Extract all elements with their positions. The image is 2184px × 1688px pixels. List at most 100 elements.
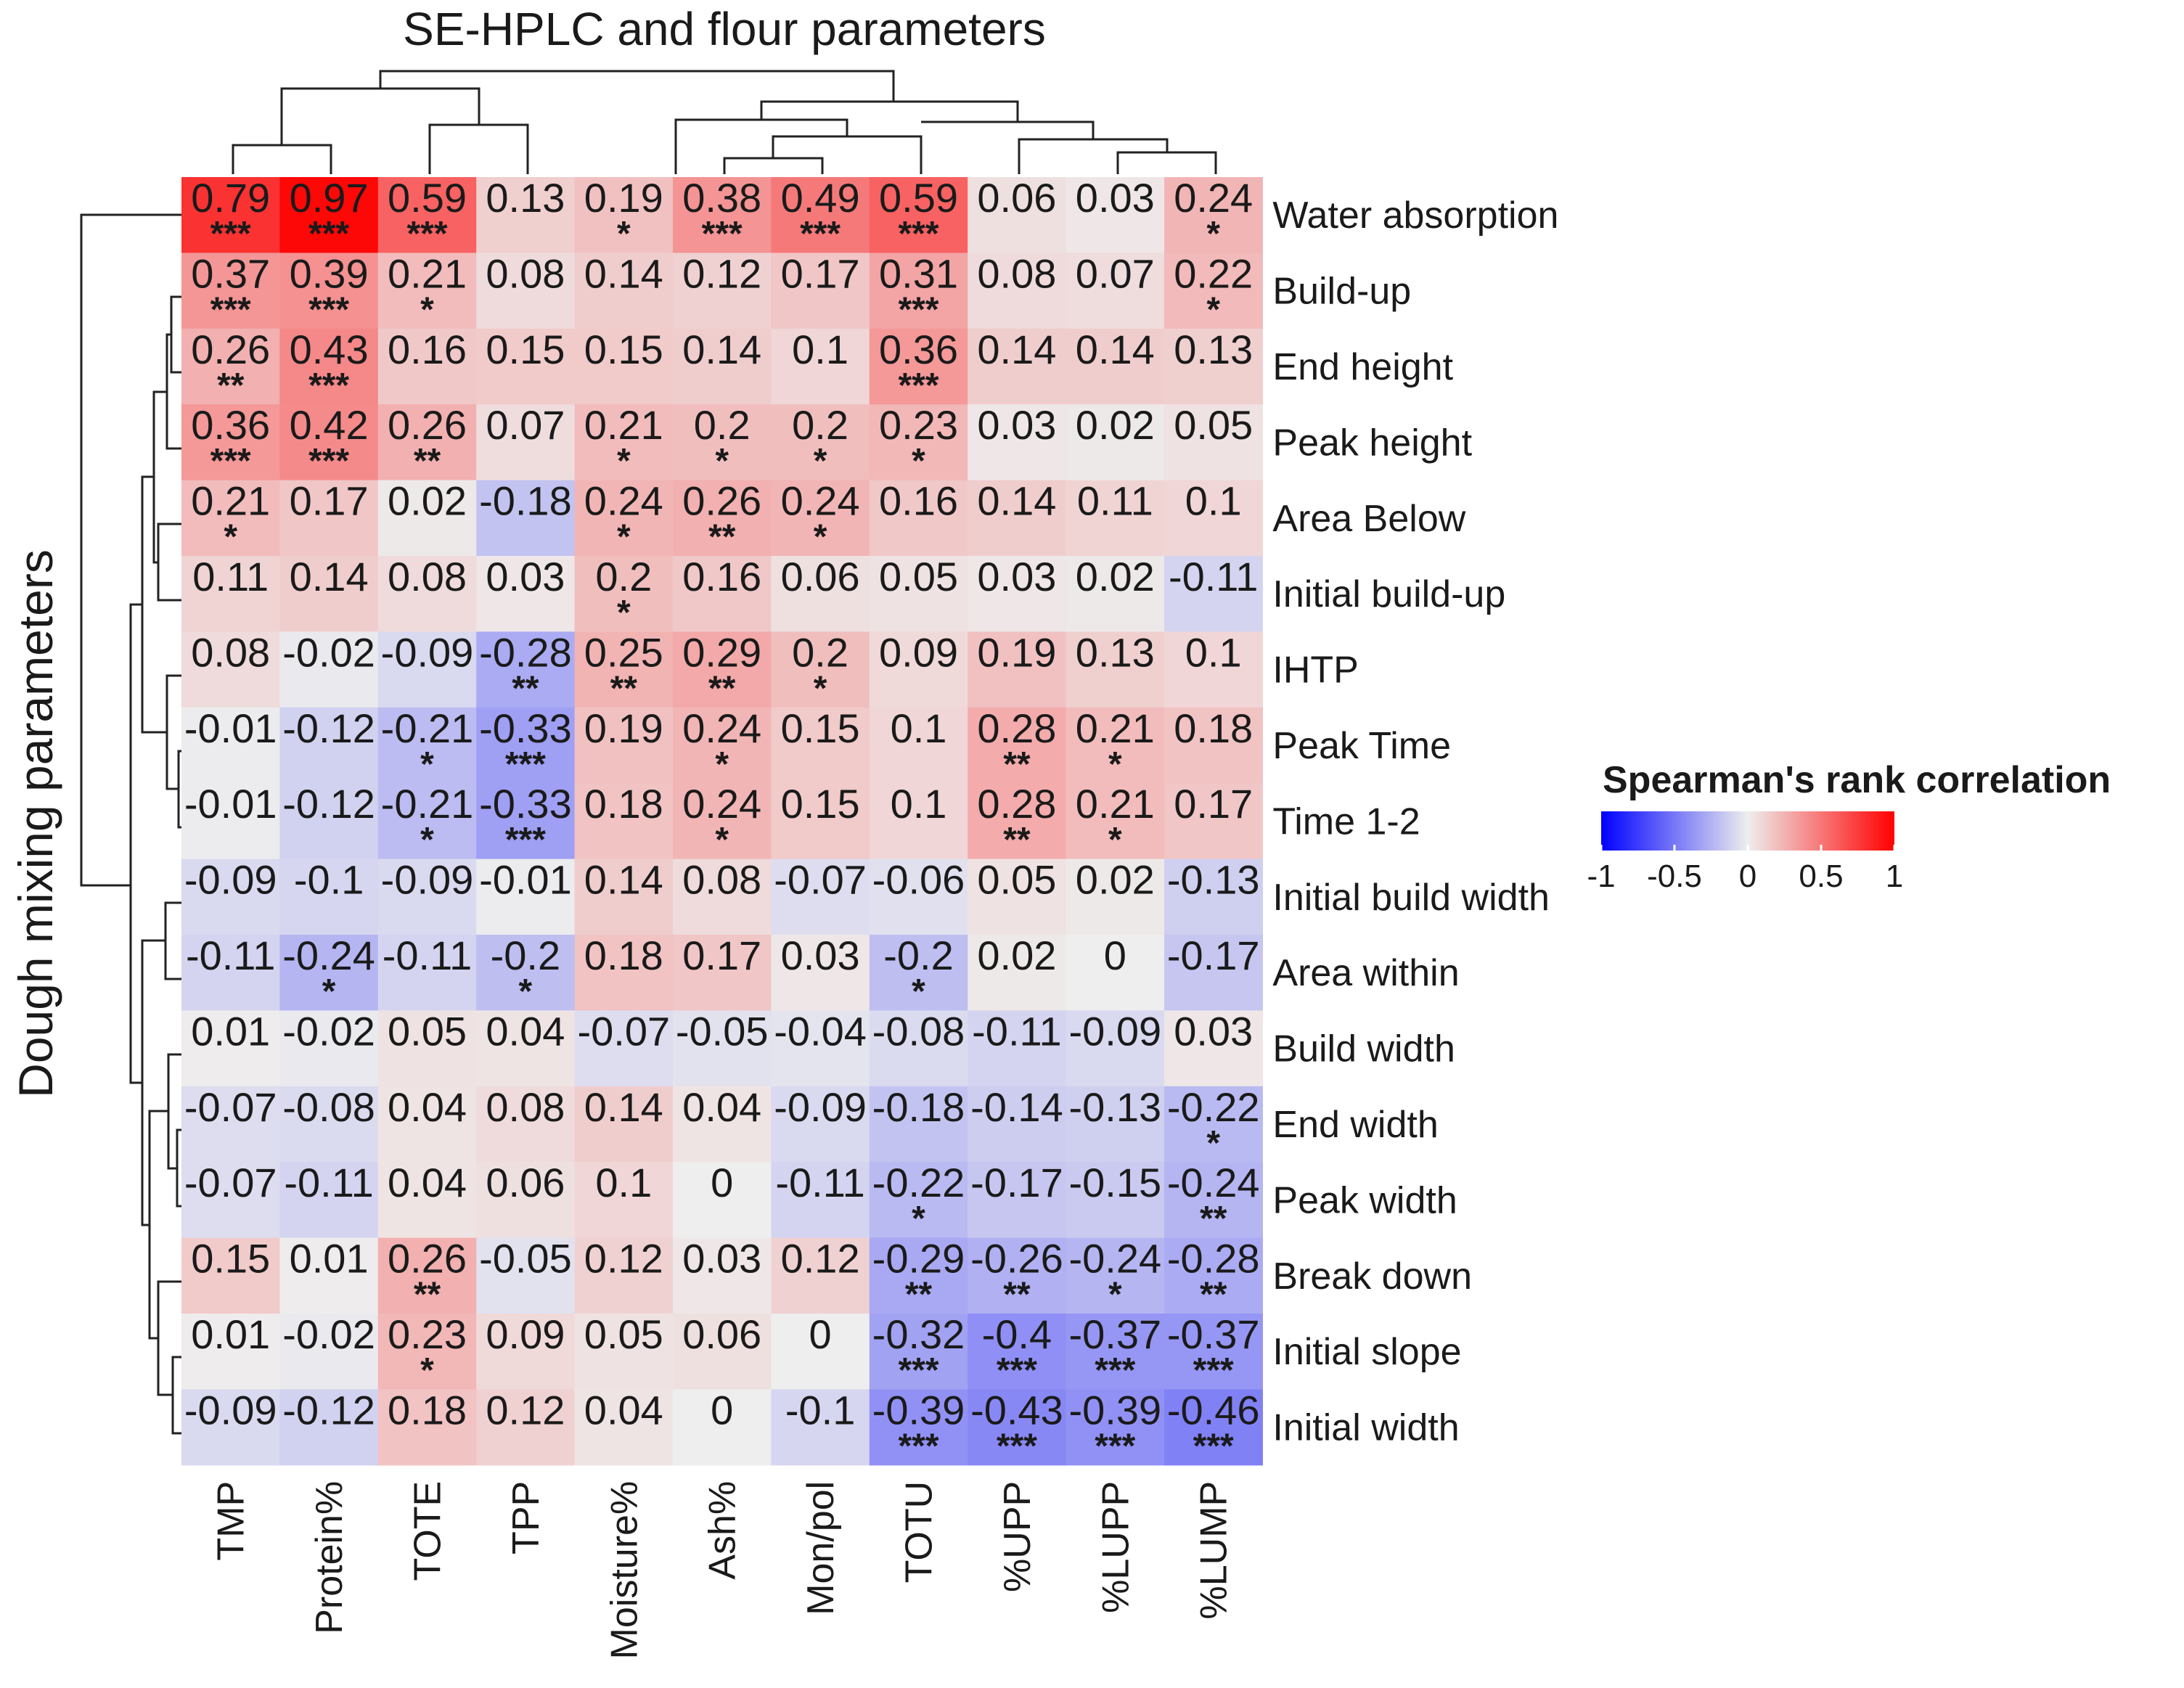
heatmap-cell — [771, 859, 870, 935]
column-dendrogram — [232, 70, 1217, 174]
cell-value-label: 0.01 — [191, 1008, 270, 1054]
cell-value-label: -0.01 — [184, 705, 277, 751]
heatmap-cell — [1066, 935, 1165, 1011]
cell-value-label: 0.03 — [682, 1236, 761, 1282]
cell-value-label: 0.12 — [682, 250, 761, 296]
heatmap-cell — [1066, 404, 1165, 481]
heatmap-cell — [1066, 783, 1165, 860]
cell-value-label: -0.09 — [184, 1387, 277, 1433]
cell-value-label: -0.08 — [282, 1084, 375, 1130]
significance-label: *** — [898, 1427, 938, 1465]
heatmap-cell — [377, 707, 477, 784]
heatmap-cell — [673, 707, 772, 784]
significance-label: ** — [708, 518, 736, 557]
cell-value-label: 0.24 — [781, 478, 860, 524]
cell-value-label: -0.21 — [381, 781, 474, 827]
row-dendrogram — [80, 213, 181, 1435]
cell-value-label: 0.12 — [486, 1387, 565, 1433]
cell-value-label: 0.26 — [388, 402, 467, 448]
heatmap-cell — [968, 707, 1067, 784]
significance-label: * — [420, 290, 434, 329]
cell-value-label: -0.24 — [282, 933, 375, 978]
cell-value-label: -0.46 — [1167, 1387, 1260, 1433]
heatmap-cell — [869, 1086, 968, 1163]
heatmap-cell — [968, 328, 1067, 405]
heatmap-cell — [279, 1314, 379, 1390]
significance-label: ** — [217, 366, 245, 405]
row-label: Initial width — [1272, 1407, 1459, 1449]
heatmap-cell — [771, 1086, 870, 1163]
significance-label: * — [420, 821, 434, 859]
column-label: Moisture% — [603, 1481, 645, 1660]
cell-value-label: -0.24 — [1068, 1236, 1161, 1282]
heatmap-cell — [377, 480, 477, 557]
cell-value-label: 0.21 — [388, 250, 467, 296]
cell-value-label: -0.37 — [1167, 1311, 1260, 1357]
heatmap-cell — [968, 1162, 1067, 1239]
significance-label: ** — [1003, 821, 1031, 859]
heatmap-cell — [574, 556, 674, 632]
significance-label: *** — [308, 442, 349, 480]
heatmap-cell — [673, 1010, 772, 1087]
significance-label: *** — [898, 366, 938, 405]
cell-value-label: 0.22 — [1174, 250, 1253, 296]
cell-value-label: 0.05 — [1174, 402, 1253, 448]
significance-label: ** — [610, 669, 638, 708]
heatmap-cell — [869, 556, 968, 632]
cell-value-label: 0.03 — [1076, 175, 1155, 221]
heatmap-cell — [968, 1314, 1067, 1390]
cell-value-label: 0.49 — [781, 175, 860, 221]
heatmap-cell — [771, 631, 870, 708]
cell-value-label: 0.15 — [191, 1236, 270, 1282]
heatmap-cell — [377, 253, 477, 329]
cell-value-label: -0.09 — [381, 857, 474, 903]
heatmap-cell — [279, 253, 379, 329]
heatmap-cell — [869, 404, 968, 481]
heatmap-cell — [1066, 707, 1165, 784]
heatmap-cell — [771, 556, 870, 632]
row-label: Water absorption — [1272, 194, 1558, 237]
heatmap-cell — [279, 1010, 379, 1087]
cell-value-label: 0.13 — [1174, 327, 1253, 372]
cell-value-label: 0.03 — [486, 554, 565, 599]
heatmap-cell — [181, 556, 280, 632]
heatmap-cell — [181, 783, 280, 860]
heatmap-cell — [574, 1237, 674, 1314]
significance-label: ** — [1200, 1200, 1227, 1238]
significance-label: * — [322, 972, 336, 1011]
heatmap-cell — [574, 1010, 674, 1087]
heatmap-cell — [181, 253, 280, 329]
significance-label: * — [814, 442, 827, 480]
heatmap-cell — [377, 935, 477, 1011]
heatmap-cell — [181, 935, 280, 1011]
cell-value-label: -0.17 — [1167, 933, 1260, 978]
cell-value-label: -0.11 — [972, 1008, 1061, 1054]
heatmap-cell — [181, 328, 280, 405]
heatmap-cell — [771, 1162, 870, 1239]
heatmap-cell — [968, 859, 1067, 935]
heatmap-cell — [771, 935, 870, 1011]
cell-value-label: -0.01 — [184, 781, 277, 827]
heatmap-cell — [968, 1237, 1067, 1314]
significance-label: *** — [210, 290, 251, 329]
heatmap-cell — [771, 177, 870, 253]
heatmap-cell — [968, 631, 1067, 708]
cell-value-label: 0.24 — [682, 705, 761, 751]
cell-value-label: 0.01 — [290, 1236, 369, 1282]
heatmap-cell — [574, 935, 674, 1011]
significance-label: * — [715, 442, 729, 480]
legend-tick-label: 0 — [1739, 859, 1756, 894]
significance-label: *** — [1095, 1351, 1135, 1390]
cell-value-label: 0.28 — [977, 705, 1056, 751]
cell-value-label: 0.28 — [977, 781, 1056, 827]
cell-value-label: 0.24 — [682, 781, 761, 827]
cell-value-label: -0.07 — [577, 1008, 670, 1054]
cell-value-label: -0.21 — [381, 705, 474, 751]
significance-label: * — [912, 1200, 925, 1238]
legend-tick-label: -1 — [1587, 859, 1615, 894]
heatmap-cell — [968, 404, 1067, 481]
cell-value-label: 0.08 — [486, 250, 565, 296]
cell-value-label: 0.2 — [595, 554, 652, 599]
heatmap-cell — [1164, 328, 1263, 405]
row-label: End width — [1272, 1104, 1438, 1146]
